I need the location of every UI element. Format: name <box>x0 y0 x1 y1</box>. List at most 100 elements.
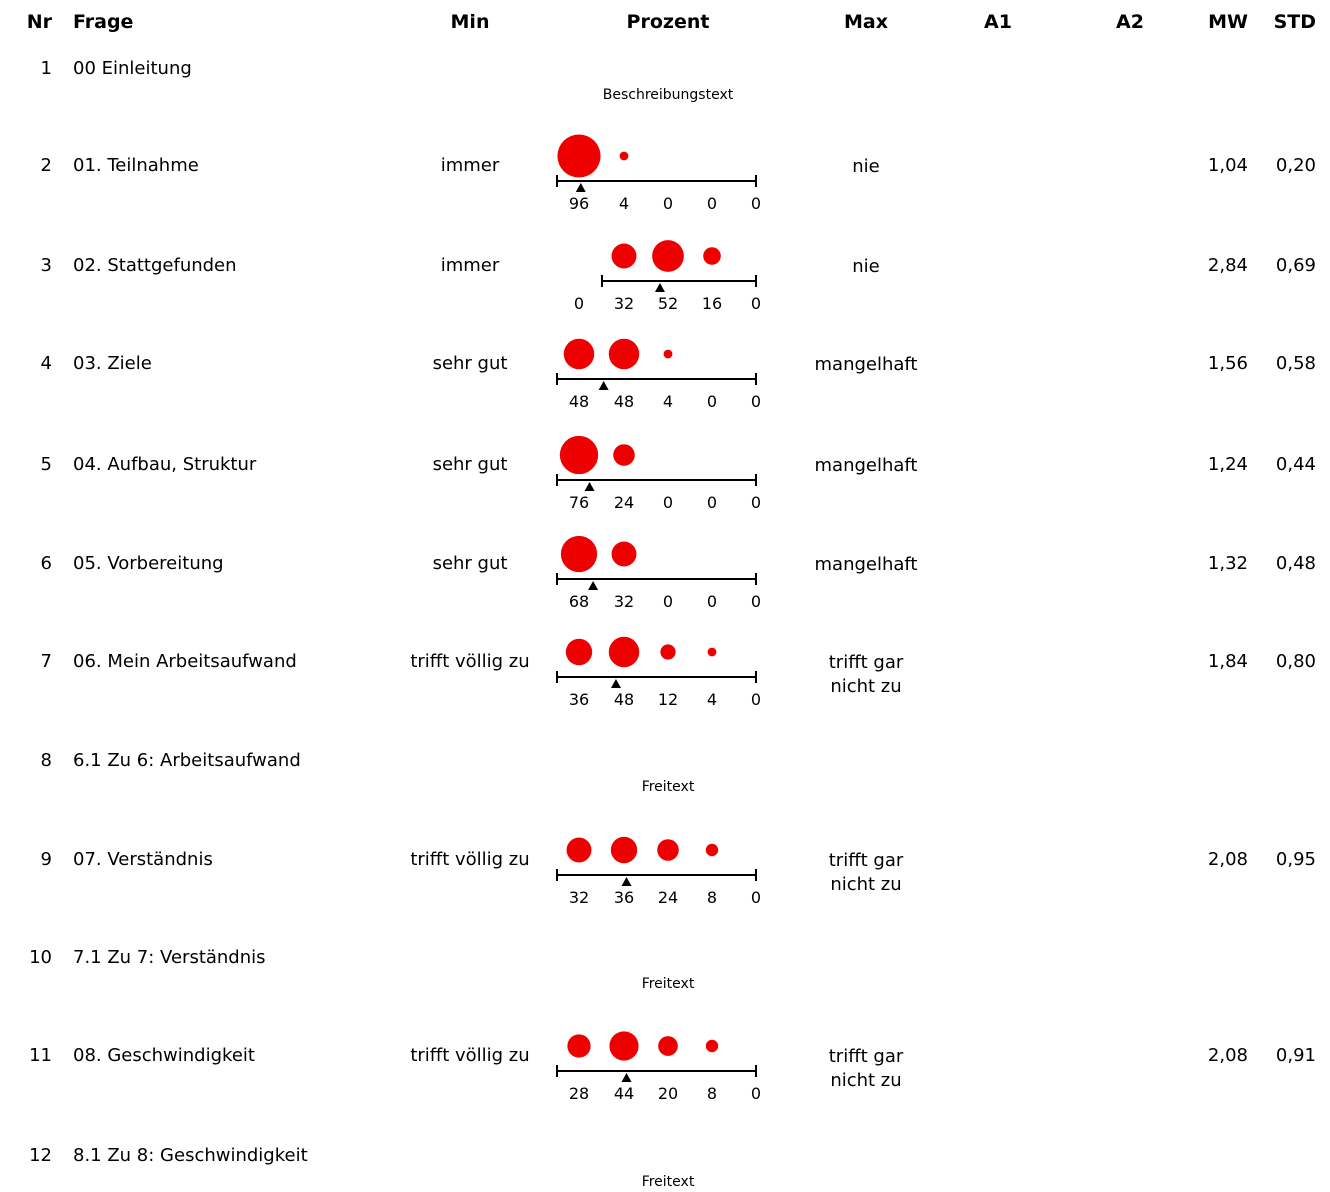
percent-label: 0 <box>751 1084 761 1103</box>
row-number: 2 <box>40 155 52 176</box>
percent-label: 0 <box>751 493 761 512</box>
mean-value: 1,24 <box>1207 454 1248 475</box>
percent-bubble <box>652 240 684 272</box>
percent-label: 0 <box>663 592 673 611</box>
scale-max-label: trifft gar nicht zu <box>828 1046 904 1091</box>
percent-scale: 76 24 0 0 0 <box>556 435 761 512</box>
mean-value: 2,08 <box>1207 849 1248 870</box>
question-label: 8.1 Zu 8: Geschwindigkeit <box>73 1145 308 1166</box>
percent-bubble <box>658 1036 678 1056</box>
percent-label: 36 <box>569 690 589 709</box>
question-note: Freitext <box>641 779 695 795</box>
question-label: 07. Verständnis <box>73 849 213 870</box>
percent-label: 0 <box>751 690 761 709</box>
percent-label: 8 <box>707 1084 717 1103</box>
percent-bubble <box>608 636 640 668</box>
row-number: 1 <box>40 58 52 79</box>
percent-label: 36 <box>614 888 634 907</box>
percent-bubble <box>559 435 599 475</box>
percent-label: 0 <box>574 294 584 313</box>
percent-bubble <box>608 338 640 370</box>
header-max: Max <box>844 11 888 33</box>
header-prozent: Prozent <box>626 11 710 33</box>
mean-marker <box>598 381 609 390</box>
percent-label: 48 <box>614 392 634 411</box>
question-label: 7.1 Zu 7: Verständnis <box>73 947 266 968</box>
row-number: 8 <box>40 750 52 771</box>
mean-marker <box>584 482 595 491</box>
mean-marker <box>588 581 599 590</box>
percent-bubble <box>707 647 717 657</box>
percent-scale: 48 48 4 0 0 <box>556 338 761 411</box>
percent-label: 28 <box>569 1084 589 1103</box>
scale-min-label: sehr gut <box>432 454 508 475</box>
header-a1: A1 <box>984 11 1012 33</box>
scale-max-label: nie <box>852 156 880 177</box>
row-number: 6 <box>40 553 52 574</box>
percent-label: 48 <box>614 690 634 709</box>
percent-bubble <box>660 644 676 660</box>
percent-bubble <box>619 151 629 161</box>
percent-label: 32 <box>569 888 589 907</box>
mean-value: 1,56 <box>1207 353 1248 374</box>
scale-min-label: immer <box>440 255 500 276</box>
percent-label: 0 <box>663 493 673 512</box>
percent-label: 0 <box>663 194 673 213</box>
percent-label: 52 <box>658 294 678 313</box>
question-note: Beschreibungstext <box>602 87 734 103</box>
question-label: 01. Teilnahme <box>73 155 199 176</box>
percent-scale: 96 4 0 0 0 <box>556 134 761 213</box>
mean-value: 2,84 <box>1207 255 1248 276</box>
row-number: 12 <box>29 1145 52 1166</box>
mean-marker <box>621 877 632 886</box>
percent-scale: 68 32 0 0 0 <box>556 535 761 611</box>
percent-bubble <box>611 541 637 567</box>
row-number: 10 <box>29 947 52 968</box>
percent-scale: 36 48 12 4 0 <box>556 636 761 709</box>
mean-value: 1,04 <box>1207 155 1248 176</box>
scale-min-label: sehr gut <box>432 553 508 574</box>
percent-label: 0 <box>707 194 717 213</box>
percent-label: 4 <box>663 392 673 411</box>
percent-bubble <box>657 839 679 861</box>
percent-bubble <box>565 638 593 666</box>
percent-bubble <box>566 837 592 863</box>
mean-marker <box>654 283 665 292</box>
percent-label: 48 <box>569 392 589 411</box>
standard-deviation: 0,80 <box>1275 651 1316 672</box>
standard-deviation: 0,44 <box>1275 454 1316 475</box>
row-number: 5 <box>40 454 52 475</box>
mean-marker <box>575 183 586 192</box>
header-mw: MW <box>1208 11 1248 33</box>
standard-deviation: 0,48 <box>1275 553 1316 574</box>
scale-min-label: trifft völlig zu <box>410 849 530 870</box>
header-a2: A2 <box>1116 11 1144 33</box>
standard-deviation: 0,20 <box>1275 155 1316 176</box>
percent-label: 0 <box>751 888 761 907</box>
percent-label: 0 <box>707 493 717 512</box>
percent-scale: 0 32 52 16 0 <box>574 240 761 313</box>
row-number: 3 <box>40 255 52 276</box>
scale-min-label: trifft völlig zu <box>410 1045 530 1066</box>
scale-min-label: immer <box>440 155 500 176</box>
percent-bubble <box>705 1039 719 1053</box>
percent-label: 12 <box>658 690 678 709</box>
mean-value: 2,08 <box>1207 1045 1248 1066</box>
percent-label: 24 <box>658 888 678 907</box>
percent-label: 20 <box>658 1084 678 1103</box>
percent-label: 96 <box>569 194 589 213</box>
percent-label: 0 <box>751 392 761 411</box>
percent-label: 0 <box>751 592 761 611</box>
standard-deviation: 0,58 <box>1275 353 1316 374</box>
mean-value: 1,84 <box>1207 651 1248 672</box>
row-number: 7 <box>40 651 52 672</box>
percent-label: 4 <box>619 194 629 213</box>
question-label: 03. Ziele <box>73 353 152 374</box>
header-min: Min <box>450 11 490 33</box>
scale-max-label: mangelhaft <box>814 455 918 476</box>
standard-deviation: 0,69 <box>1275 255 1316 276</box>
percent-label: 32 <box>614 592 634 611</box>
percent-scale: 32 36 24 8 0 <box>556 836 761 907</box>
row-number: 9 <box>40 849 52 870</box>
